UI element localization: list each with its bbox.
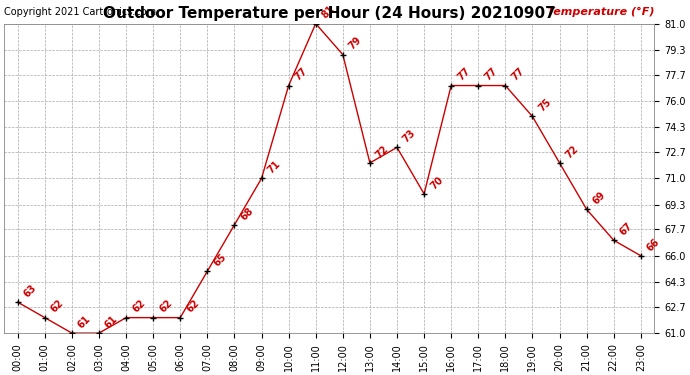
Text: 77: 77 xyxy=(482,66,499,83)
Text: 70: 70 xyxy=(428,174,445,191)
Text: 61: 61 xyxy=(76,314,92,330)
Text: 66: 66 xyxy=(645,236,662,253)
Text: Copyright 2021 Cartronics.com: Copyright 2021 Cartronics.com xyxy=(4,8,157,18)
Text: 72: 72 xyxy=(564,144,580,160)
Text: 61: 61 xyxy=(103,314,120,330)
Text: 62: 62 xyxy=(157,298,174,315)
Text: 63: 63 xyxy=(22,283,39,299)
Text: 72: 72 xyxy=(374,144,391,160)
Text: 75: 75 xyxy=(537,97,553,114)
Text: 62: 62 xyxy=(130,298,147,315)
Text: Temperature (°F): Temperature (°F) xyxy=(547,8,654,18)
Text: 73: 73 xyxy=(401,128,417,145)
Text: 81: 81 xyxy=(320,4,337,21)
Title: Outdoor Temperature per Hour (24 Hours) 20210907: Outdoor Temperature per Hour (24 Hours) … xyxy=(103,6,555,21)
Text: 77: 77 xyxy=(293,66,309,83)
Text: 62: 62 xyxy=(49,298,66,315)
Text: 77: 77 xyxy=(455,66,472,83)
Text: 65: 65 xyxy=(212,252,228,268)
Text: 67: 67 xyxy=(618,221,635,237)
Text: 62: 62 xyxy=(184,298,201,315)
Text: 79: 79 xyxy=(347,35,364,52)
Text: 68: 68 xyxy=(239,206,255,222)
Text: 71: 71 xyxy=(266,159,282,176)
Text: 69: 69 xyxy=(591,190,607,207)
Text: 77: 77 xyxy=(509,66,526,83)
